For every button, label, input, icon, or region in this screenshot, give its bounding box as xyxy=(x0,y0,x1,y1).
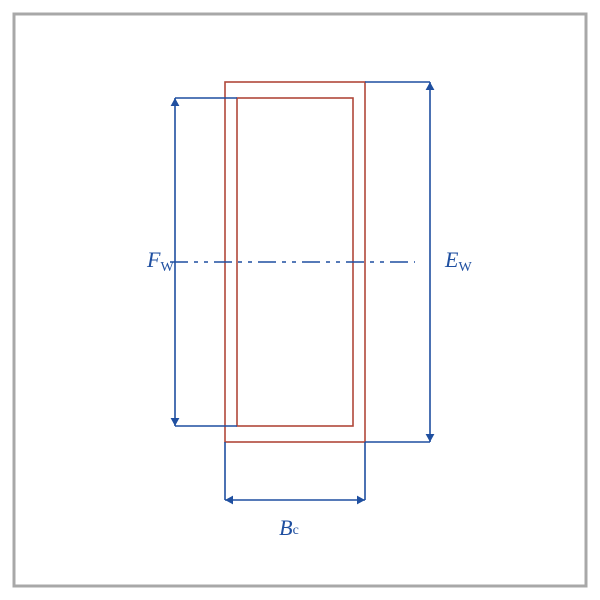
label-Ew-main: E xyxy=(444,247,459,272)
diagram-stage: FWEWBc xyxy=(0,0,600,600)
label-Fw-main: F xyxy=(146,247,161,272)
label-Fw-sub: W xyxy=(160,260,174,275)
label-Ew-sub: W xyxy=(458,260,472,275)
label-Bc-sub: c xyxy=(293,523,299,538)
label-Bc-main: B xyxy=(279,515,292,540)
